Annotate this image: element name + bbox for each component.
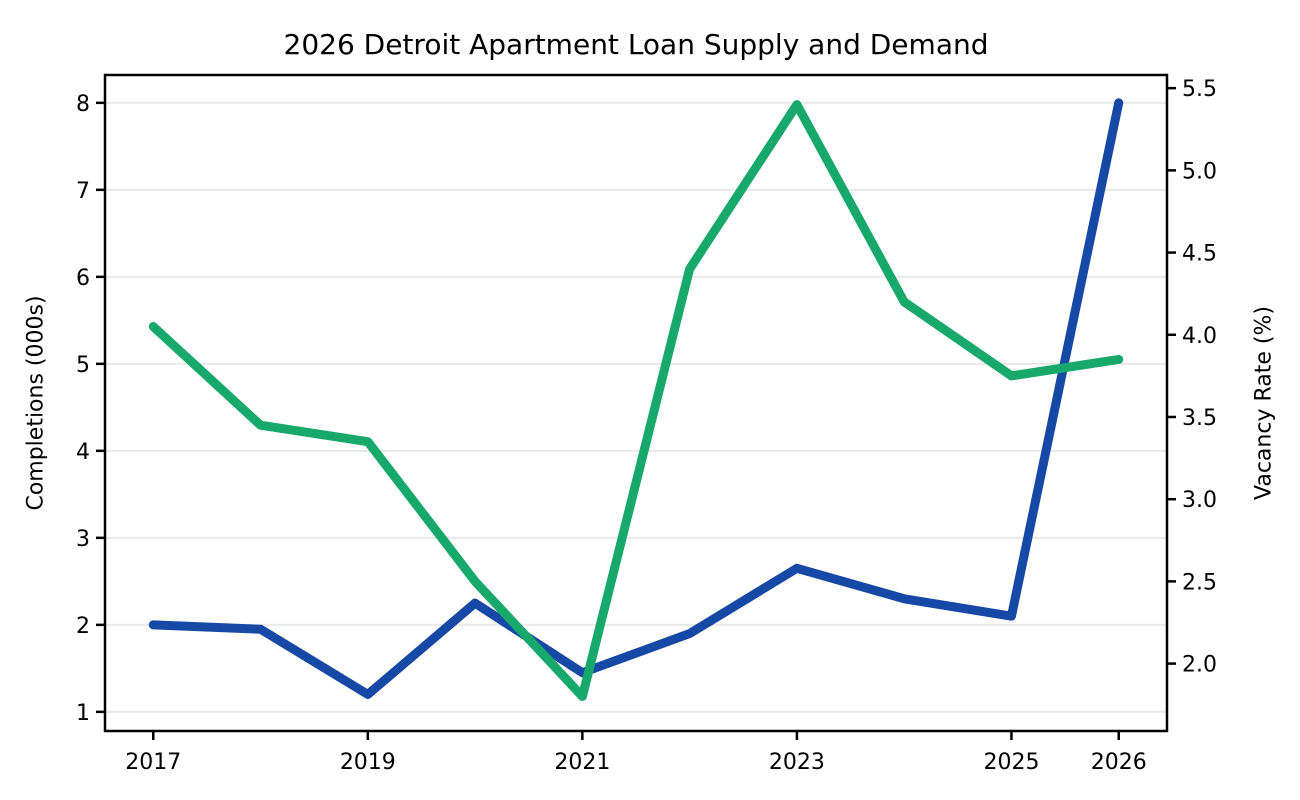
left-tick-label: 4 bbox=[76, 440, 90, 465]
right-tick-label: 4.5 bbox=[1182, 242, 1217, 267]
plot-border bbox=[103, 73, 1169, 733]
right-tick-label: 2.0 bbox=[1182, 653, 1217, 678]
right-tick-label: 2.5 bbox=[1182, 570, 1217, 595]
left-tick-label: 5 bbox=[76, 353, 90, 378]
x-tick-label: 2026 bbox=[1091, 750, 1147, 775]
chart-title: 2026 Detroit Apartment Loan Supply and D… bbox=[283, 28, 989, 61]
left-tick-label: 2 bbox=[76, 614, 90, 639]
vacancy-rate-line bbox=[148, 100, 1124, 701]
x-tick-label: 2017 bbox=[125, 750, 181, 775]
right-axis-title: Vacancy Rate (%) bbox=[1251, 306, 1277, 500]
right-tick-label: 3.5 bbox=[1182, 406, 1217, 431]
right-tick-label: 5.5 bbox=[1182, 77, 1217, 102]
right-tick-label: 5.0 bbox=[1182, 159, 1217, 184]
left-tick-label: 8 bbox=[76, 92, 90, 117]
right-tick-label: 4.0 bbox=[1182, 324, 1217, 349]
x-tick-label: 2025 bbox=[983, 750, 1039, 775]
left-tick-label: 6 bbox=[76, 266, 90, 291]
completions-line bbox=[148, 98, 1124, 699]
right-tick-label: 3.0 bbox=[1182, 488, 1217, 513]
left-tick-label: 1 bbox=[76, 701, 90, 726]
x-tick-label: 2019 bbox=[340, 750, 396, 775]
x-tick-label: 2021 bbox=[554, 750, 610, 775]
left-tick-label: 7 bbox=[76, 179, 90, 204]
left-axis-title: Completions (000s) bbox=[23, 295, 49, 511]
x-tick-label: 2023 bbox=[769, 750, 825, 775]
left-tick-label: 3 bbox=[76, 527, 90, 552]
